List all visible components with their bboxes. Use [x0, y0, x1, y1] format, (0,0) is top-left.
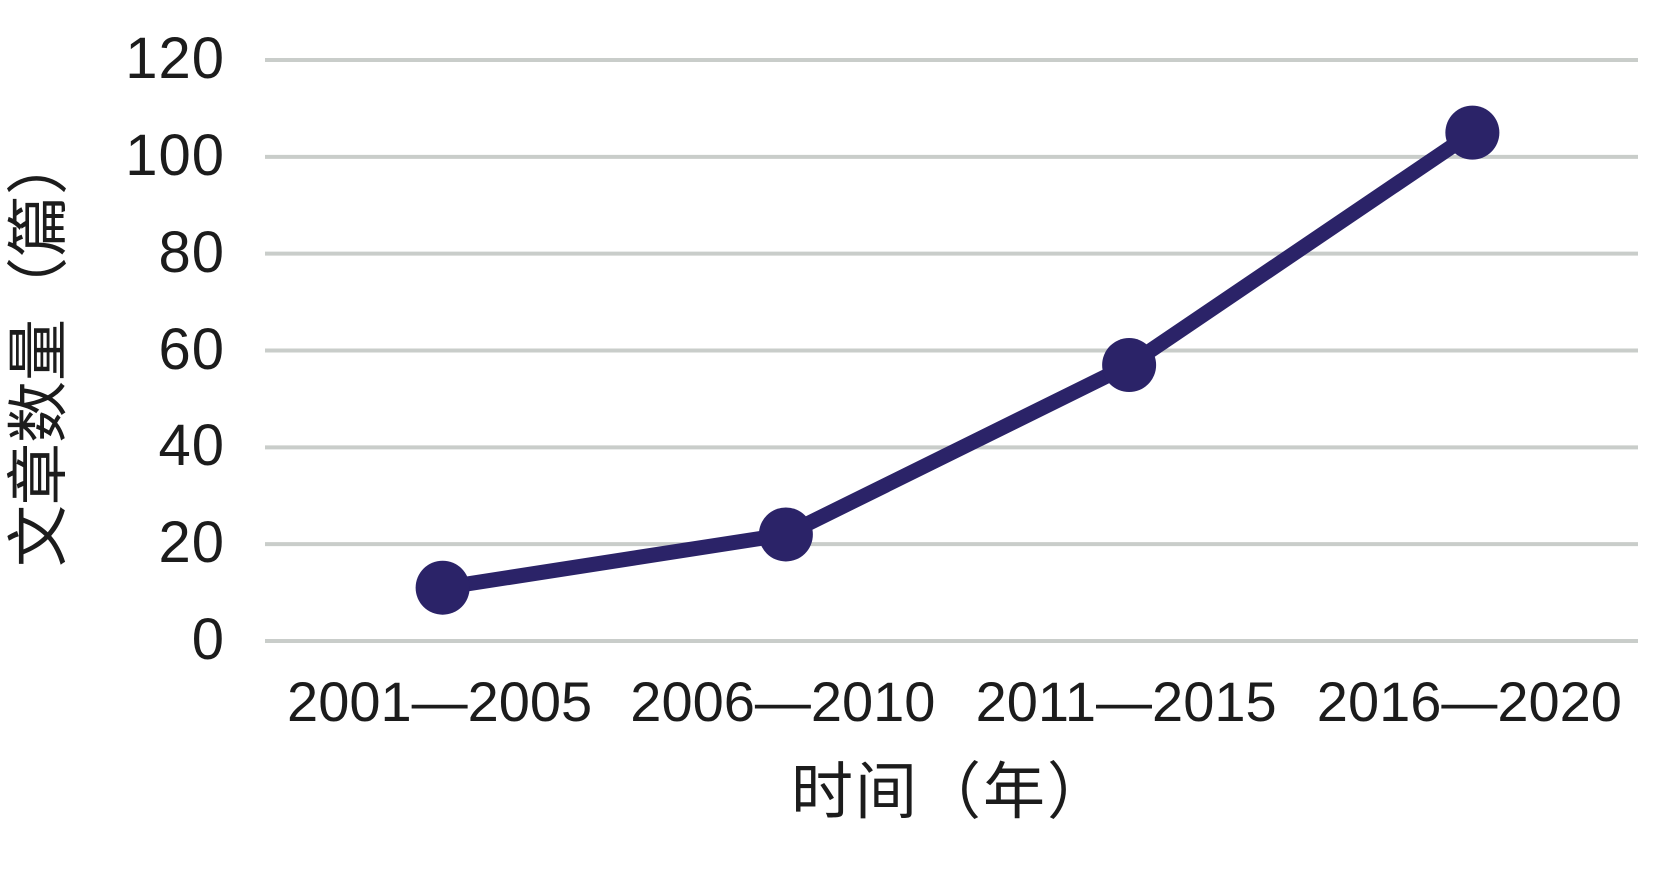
y-axis-title: 文章数量（篇）	[5, 132, 74, 568]
y-tick-label: 60	[158, 316, 225, 382]
y-tick-label: 100	[125, 122, 225, 188]
y-tick-label: 40	[158, 413, 225, 479]
x-axis-title: 时间（年）	[790, 758, 1112, 827]
data-point-marker	[1445, 105, 1500, 160]
x-tick-label: 2016—2020	[1316, 670, 1622, 733]
x-tick-label: 2006—2010	[630, 670, 936, 733]
y-tick-label: 120	[125, 26, 225, 91]
data-line	[435, 125, 1480, 596]
x-tick-label: 2001—2005	[287, 670, 593, 733]
y-tick-label: 80	[158, 219, 225, 285]
y-tick-label: 0	[191, 607, 225, 672]
data-point-marker	[758, 507, 813, 562]
data-point-marker	[415, 560, 470, 615]
x-tick-label: 2011—2015	[975, 670, 1277, 733]
y-tick-label: 20	[158, 510, 225, 576]
data-point-marker	[1102, 338, 1157, 393]
